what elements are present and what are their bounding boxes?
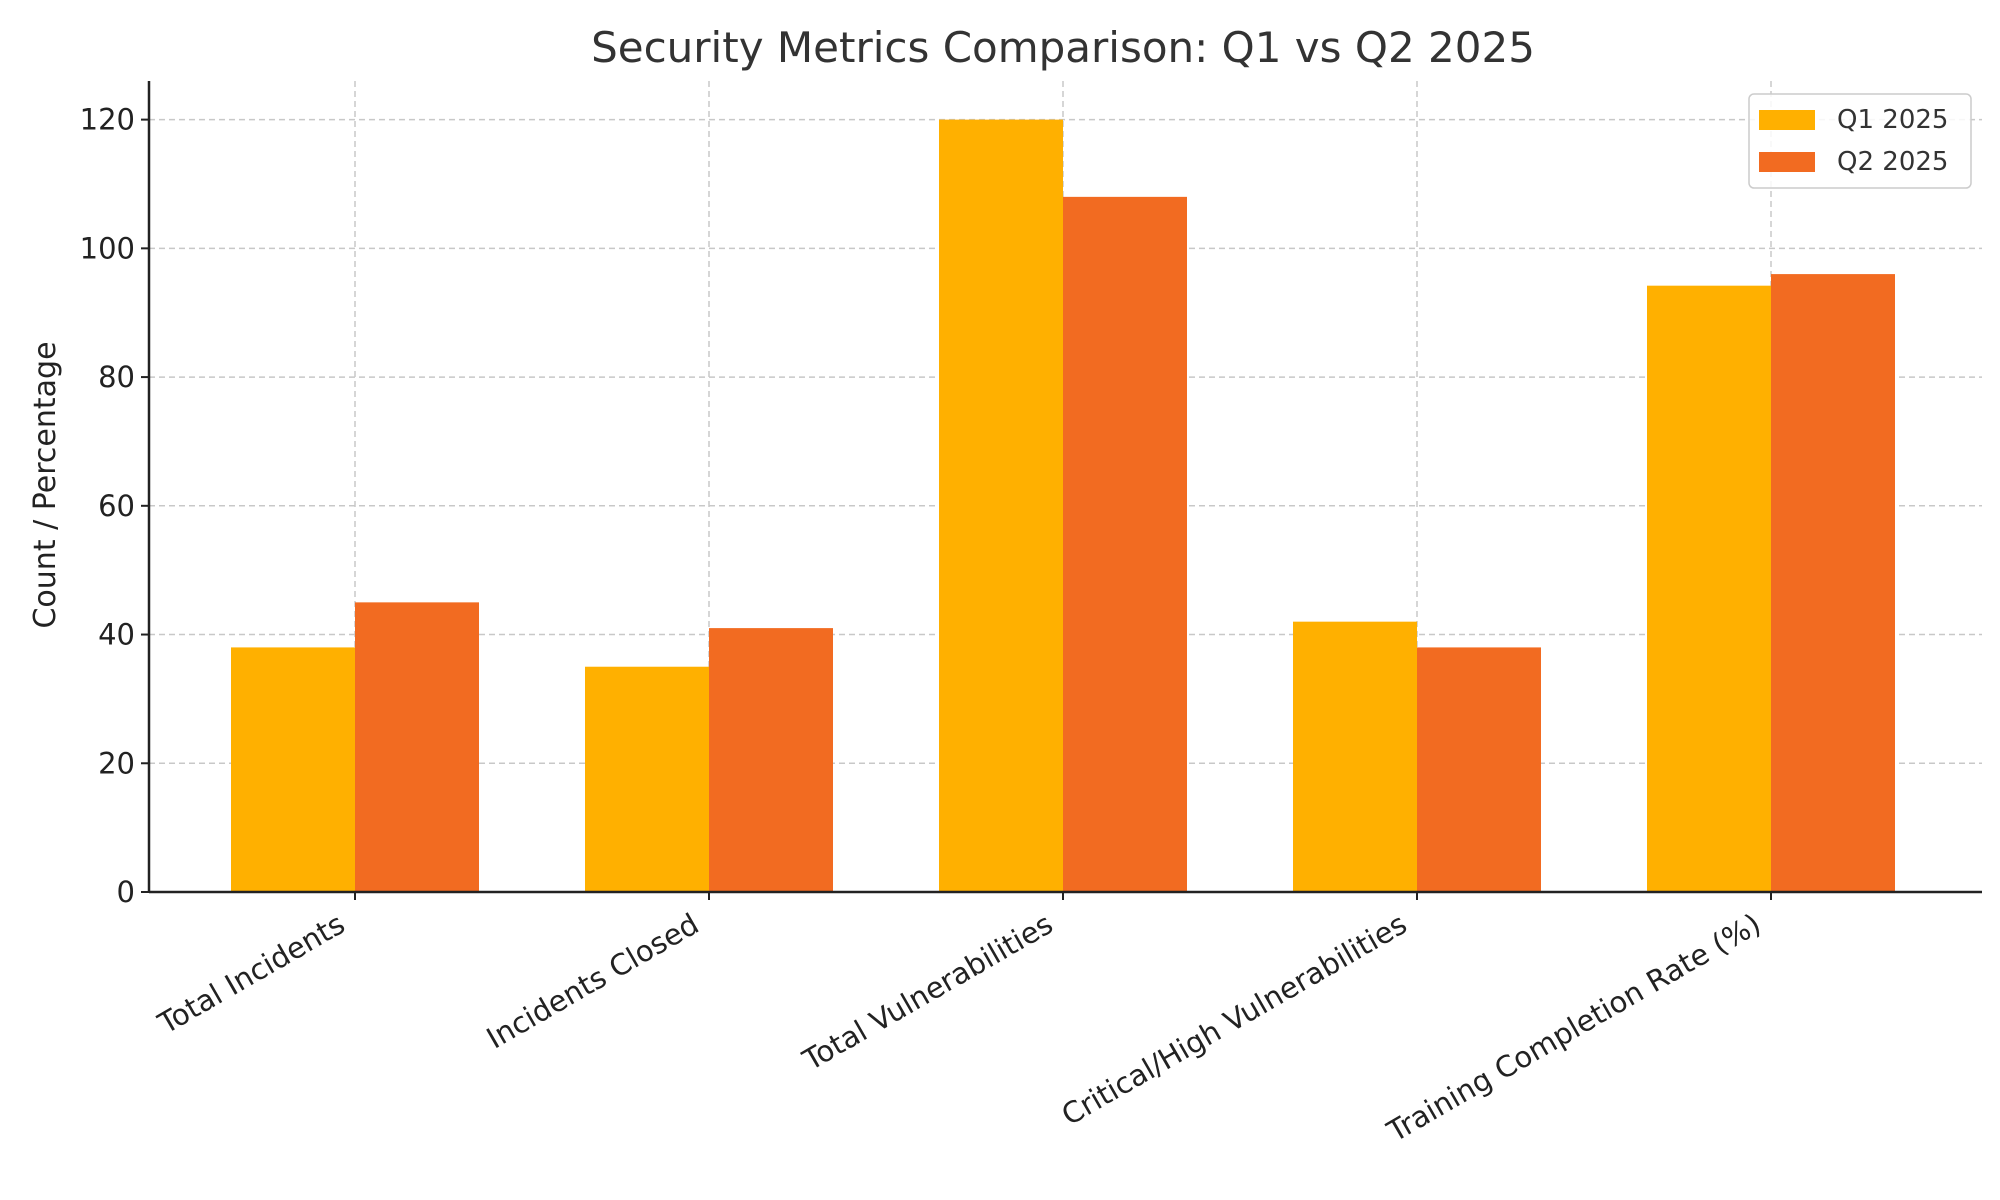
bar-q1-0 [231,647,355,892]
bar-q2-4 [1771,274,1895,893]
axes [147,81,1982,894]
y-tick-label: 60 [98,489,135,523]
chart-title: Security Metrics Comparison: Q1 vs Q2 20… [591,23,1535,72]
bar-q2-0 [355,602,479,892]
bar-q1-4 [1647,285,1771,893]
legend-swatch-0 [1759,110,1815,130]
bar-q1-3 [1293,621,1417,892]
y-tick-label: 120 [80,103,135,137]
legend-label-1: Q2 2025 [1837,147,1948,177]
x-tick-label: Total Incidents [152,907,351,1041]
x-tick-label: Training Completion Rate (%) [1381,907,1767,1149]
legend-label-0: Q1 2025 [1837,105,1948,135]
y-tick-label: 40 [98,618,135,652]
bar-q2-3 [1417,647,1541,892]
bar-q2-1 [709,628,833,892]
bar-q1-1 [585,666,709,892]
y-axis-label: Count / Percentage [28,341,63,628]
bars [231,119,1895,893]
legend: Q1 2025 Q2 2025 [1748,93,1972,189]
bar-q1-2 [939,119,1063,893]
legend-swatch-1 [1759,152,1815,172]
y-tick-label: 0 [117,875,135,909]
x-axis-ticks: Total Incidents Incidents Closed Total Vul… [152,892,1772,1149]
x-tick-label: Total Vulnerabilities [796,907,1058,1078]
y-tick-label: 80 [98,360,135,394]
y-axis-ticks: 0 20 40 60 80 100 120 [80,103,149,909]
bar-q2-2 [1063,196,1187,892]
y-tick-label: 100 [80,231,135,265]
x-tick-label: Incidents Closed [481,907,705,1056]
x-tick-label: Critical/High Vulnerabilities [1056,907,1413,1133]
y-tick-label: 20 [98,746,135,780]
